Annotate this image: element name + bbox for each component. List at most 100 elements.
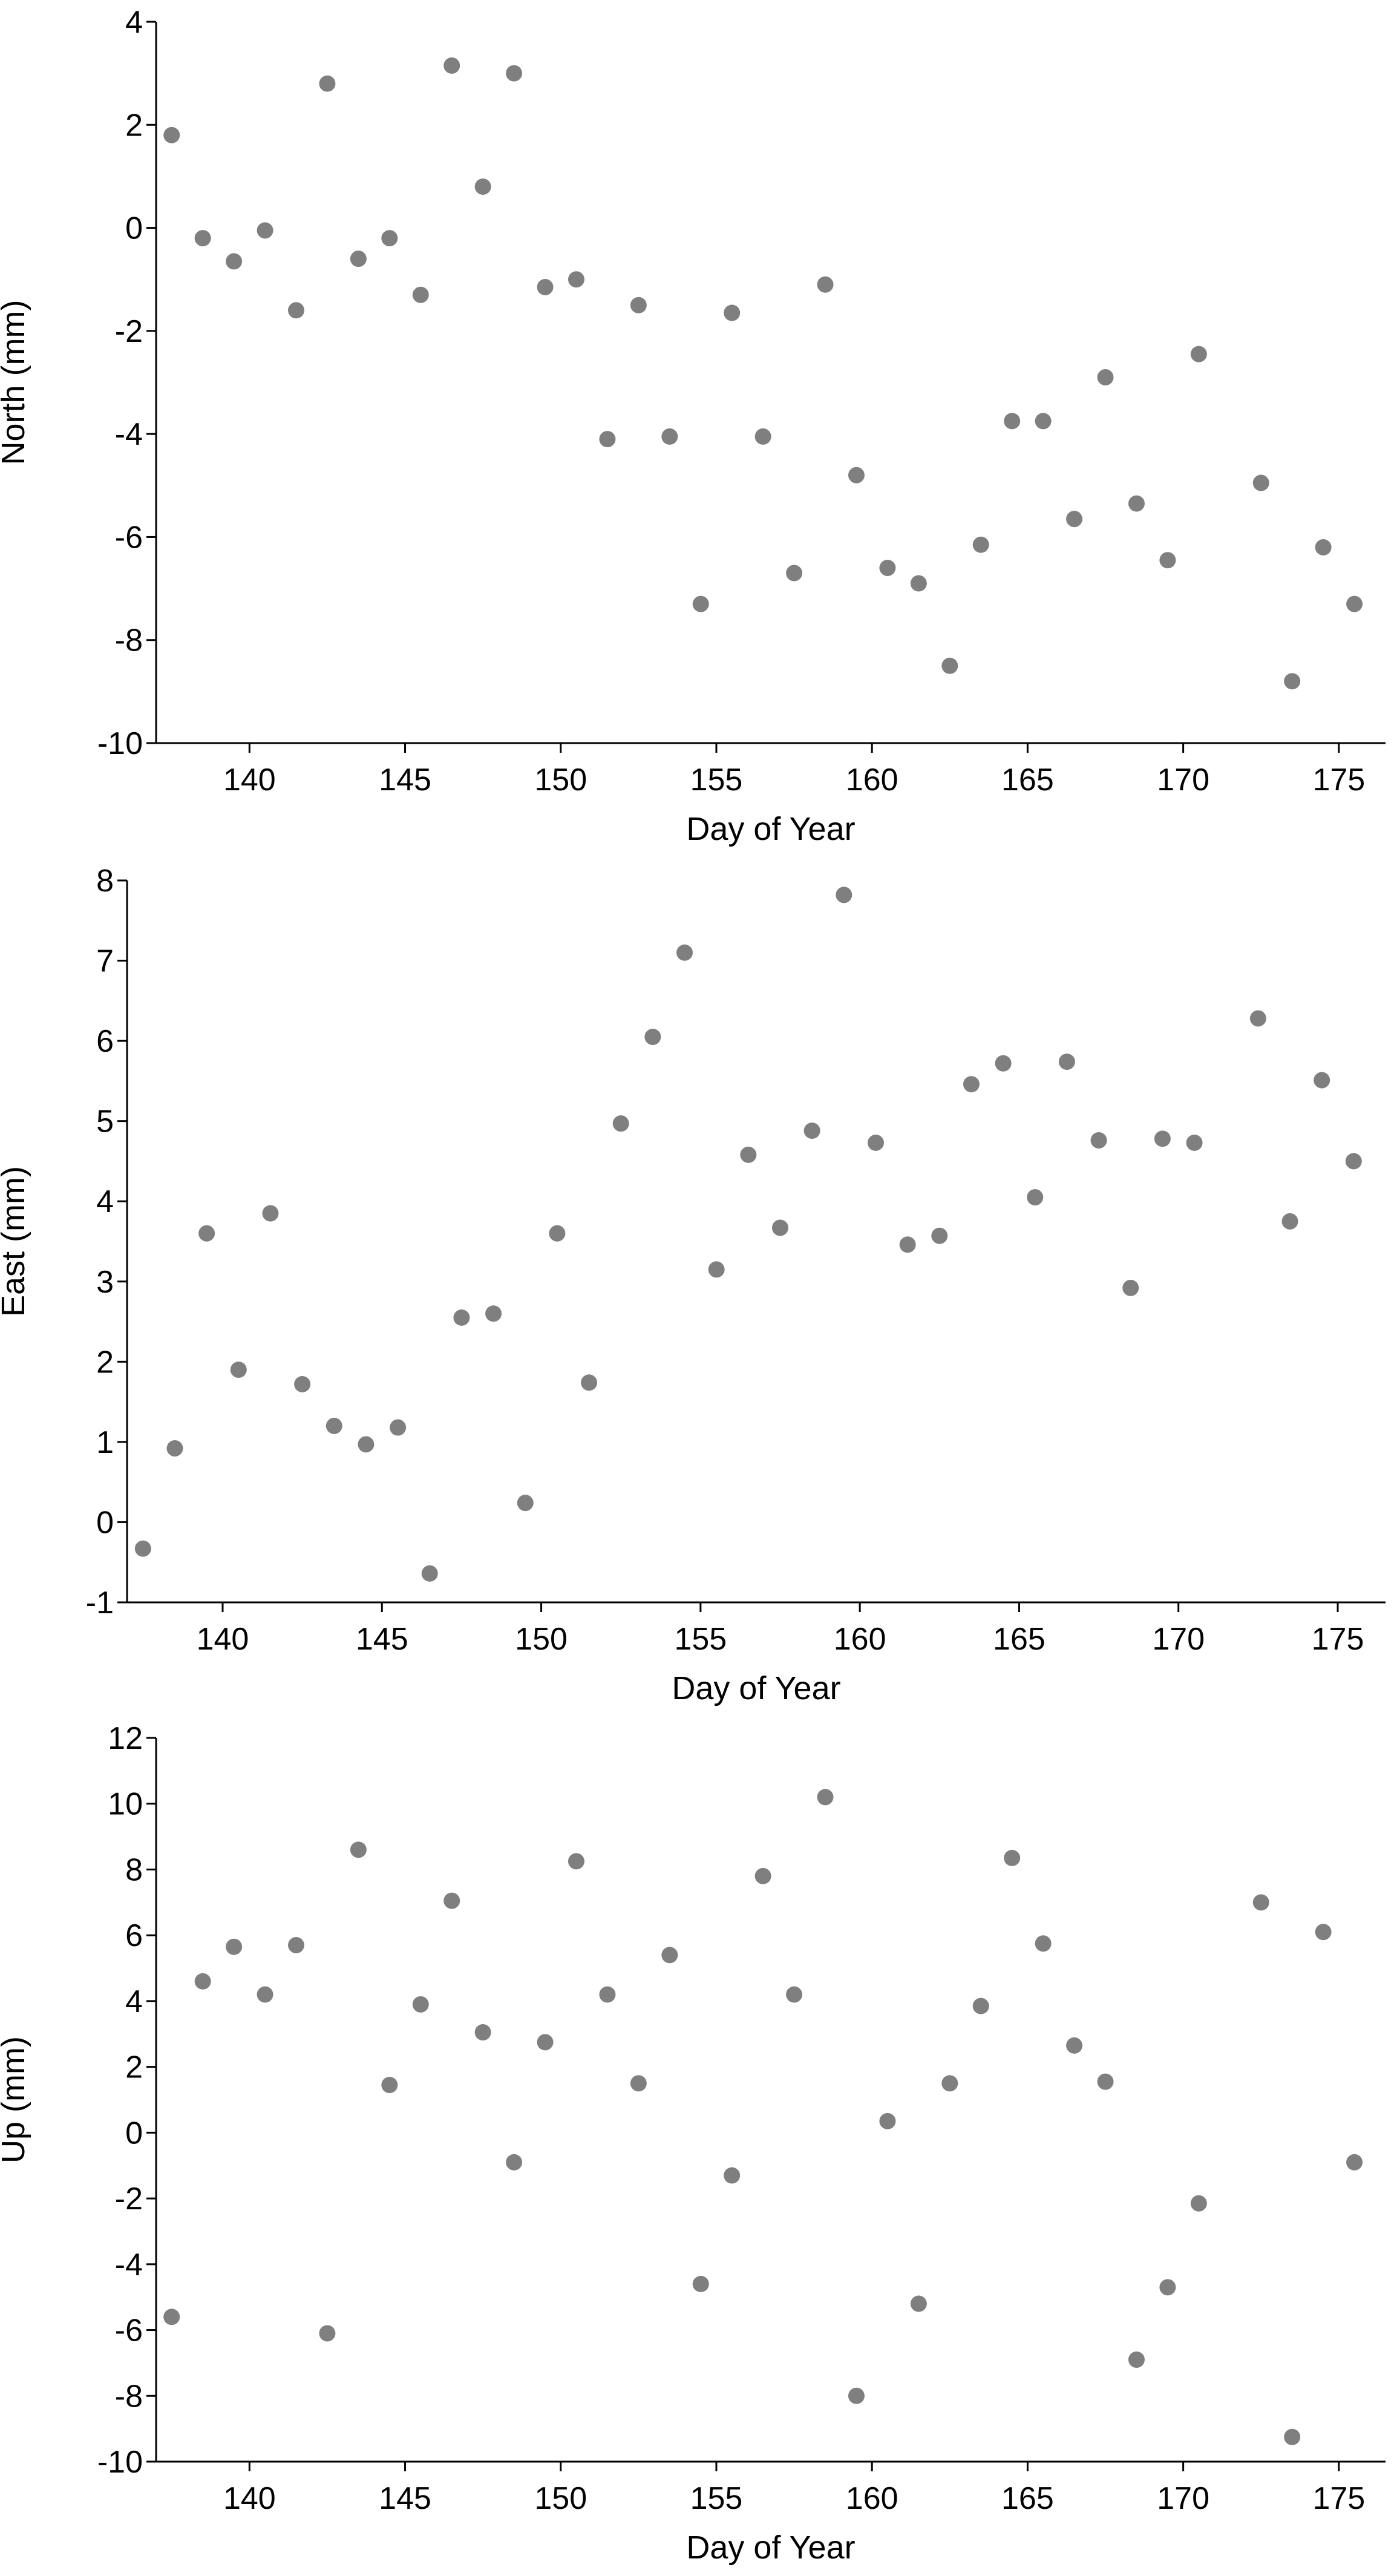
north-data-point — [599, 431, 616, 448]
north-data-point — [412, 286, 429, 303]
north-x-axis-title: Day of Year — [686, 811, 855, 847]
up-data-point — [1004, 1849, 1021, 1866]
east-y-tick-label: 4 — [96, 1184, 114, 1219]
east-data-point — [517, 1495, 534, 1512]
north-data-point — [1284, 673, 1301, 690]
east-data-point — [549, 1225, 566, 1242]
east-data-point — [899, 1236, 916, 1253]
east-y-tick-label: 0 — [96, 1505, 114, 1540]
up-data-point — [1128, 2351, 1145, 2368]
up-data-point — [786, 1986, 803, 2003]
north-data-point — [1066, 511, 1083, 528]
up-y-tick-label: 0 — [125, 2116, 143, 2151]
up-data-point — [381, 2077, 398, 2094]
north-data-point — [754, 428, 771, 445]
north-y-tick-label: -4 — [115, 417, 143, 452]
east-y-tick-label: 1 — [96, 1425, 114, 1460]
north-data-point — [630, 297, 647, 313]
up-data-point — [1159, 2279, 1176, 2296]
north-data-point — [1004, 413, 1021, 430]
north-data-point — [692, 595, 709, 612]
north-data-point — [941, 657, 958, 674]
north-x-tick-label: 140 — [223, 762, 276, 798]
north-data-point — [443, 57, 460, 74]
up-data-point — [1284, 2428, 1301, 2445]
east-y-tick-label: 8 — [96, 864, 114, 899]
up-y-tick-label: 4 — [125, 1984, 143, 2019]
north-data-point — [287, 302, 304, 319]
north-y-tick-label: 0 — [125, 211, 143, 246]
north-data-point — [226, 253, 243, 270]
east-y-tick-label: 2 — [96, 1345, 114, 1380]
east-data-point — [421, 1565, 438, 1582]
east-data-point — [134, 1540, 151, 1557]
east-data-point — [294, 1375, 311, 1392]
east-data-point — [1027, 1189, 1044, 1206]
east-data-point — [1186, 1134, 1203, 1151]
up-y-tick-label: 8 — [125, 1852, 143, 1887]
east-data-point — [453, 1309, 470, 1326]
up-y-tick-label: 2 — [125, 2050, 143, 2085]
east-x-tick-label: 170 — [1152, 1622, 1205, 1657]
north-data-point — [1252, 474, 1269, 491]
up-data-point — [568, 1853, 584, 1870]
north-data-point — [163, 126, 180, 143]
north-panel: -10 -8 -6 -4 -2 0 2 4 140 145 150 155 160 165 170 175 Da… — [0, 5, 1386, 847]
north-data-point — [817, 276, 834, 293]
east-data-point — [1314, 1072, 1330, 1089]
north-y-axis-title: North (mm) — [0, 300, 31, 465]
up-data-point — [1315, 1924, 1332, 1941]
east-data-point — [803, 1122, 820, 1139]
north-data-point — [350, 251, 367, 267]
up-y-tick-label: 6 — [125, 1918, 143, 1953]
north-data-point — [786, 565, 803, 582]
east-x-tick-label: 160 — [834, 1622, 886, 1657]
north-data-point — [910, 575, 927, 592]
east-x-tick-label: 140 — [197, 1622, 249, 1657]
up-x-tick-label: 150 — [534, 2481, 587, 2516]
north-data-point — [381, 230, 398, 247]
north-data-point — [1035, 413, 1052, 430]
up-x-tick-label: 170 — [1157, 2481, 1209, 2516]
up-x-axis-title: Day of Year — [686, 2529, 855, 2566]
up-data-point — [817, 1789, 834, 1806]
east-data-point — [230, 1362, 247, 1378]
up-data-point — [599, 1986, 616, 2003]
east-data-point — [740, 1146, 757, 1163]
north-x-tick-label: 160 — [846, 762, 898, 798]
up-data-point — [194, 1973, 211, 1990]
up-data-point — [941, 2075, 958, 2092]
up-data-point — [257, 1986, 273, 2003]
up-data-point — [754, 1867, 771, 1884]
up-y-tick-label: -10 — [97, 2445, 143, 2480]
up-data-point — [724, 2167, 741, 2184]
north-y-tick-label: -8 — [115, 623, 143, 658]
north-data-point — [661, 428, 678, 445]
north-y-tick-label: 4 — [125, 5, 143, 40]
east-y-tick-label: -1 — [86, 1585, 114, 1621]
up-x-tick-label: 160 — [846, 2481, 898, 2516]
east-data-point — [1058, 1054, 1075, 1070]
east-data-point — [390, 1419, 407, 1436]
east-x-tick-label: 165 — [993, 1622, 1046, 1657]
north-x-tick-label: 175 — [1312, 762, 1365, 798]
east-data-point — [1122, 1279, 1139, 1296]
up-y-tick-label: -2 — [115, 2181, 143, 2217]
north-data-point — [474, 178, 491, 195]
up-y-axis-title: Up (mm) — [0, 2036, 31, 2163]
east-x-tick-label: 150 — [515, 1622, 568, 1657]
east-data-point — [581, 1374, 598, 1391]
east-x-tick-label: 175 — [1312, 1622, 1364, 1657]
east-data-point — [1345, 1153, 1362, 1170]
east-x-axis-title: Day of Year — [672, 1670, 840, 1706]
up-data-point — [848, 2387, 865, 2404]
up-data-point — [1066, 2037, 1083, 2054]
north-data-point — [848, 467, 865, 483]
north-y-tick-label: 2 — [125, 108, 143, 143]
east-data-point — [644, 1028, 661, 1045]
up-data-point — [972, 1998, 989, 2014]
north-data-point — [257, 222, 273, 239]
north-data-point — [1346, 595, 1363, 612]
up-data-point — [661, 1947, 678, 1964]
